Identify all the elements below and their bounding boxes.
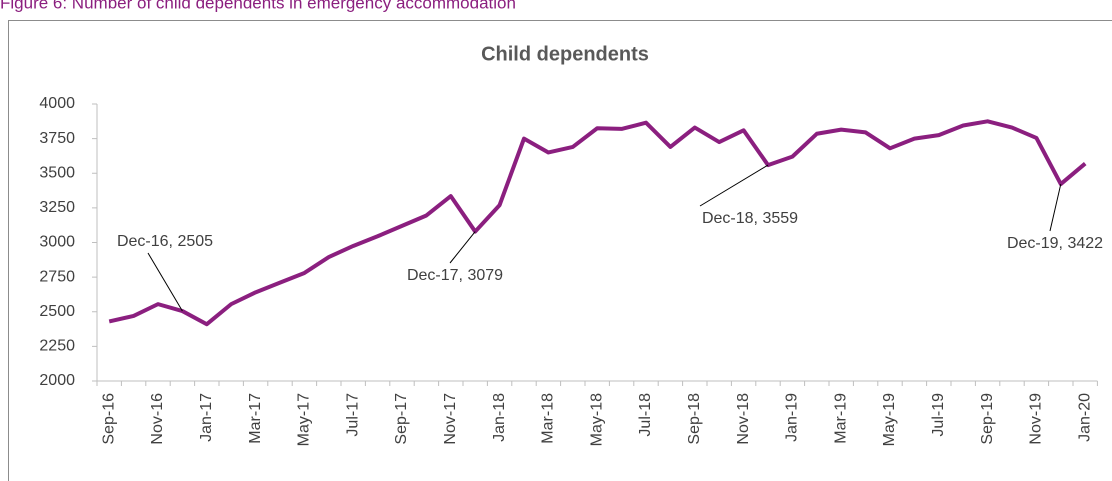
annotation: Dec-16, 2505 [117, 233, 213, 250]
annotation: Dec-18, 3559 [702, 210, 798, 227]
x-tick-label: Nov-16 [149, 393, 166, 445]
x-tick-label: May-17 [296, 393, 313, 446]
x-tick-label: Jul-19 [930, 393, 947, 437]
x-tick-label: Sep-17 [393, 393, 410, 445]
x-tick-label: May-19 [881, 393, 898, 446]
y-tick-label: 3000 [39, 234, 75, 251]
x-tick-label: Jan-17 [198, 393, 215, 442]
annotation: Dec-19, 3422 [1007, 235, 1103, 252]
y-tick-label: 3750 [39, 130, 75, 147]
x-tick-label: Sep-16 [100, 393, 117, 445]
annotation-leader [1049, 183, 1062, 232]
chart-frame [8, 20, 1112, 481]
x-tick-label: Mar-18 [540, 393, 557, 444]
annotation-leader [449, 231, 476, 264]
y-tick-label: 3500 [39, 164, 75, 181]
chart-title: Child dependents [481, 43, 649, 65]
data-line [108, 119, 1087, 327]
x-tick-label: Nov-18 [735, 393, 752, 445]
x-tick-label: Jul-17 [344, 393, 361, 437]
y-tick-label: 2500 [39, 303, 75, 320]
x-tick-label: Sep-19 [979, 393, 996, 445]
y-tick-label: 2250 [39, 338, 75, 355]
annotation-leader [699, 164, 769, 207]
y-tick-label: 4000 [39, 95, 75, 112]
x-tick-label: May-18 [588, 393, 605, 446]
y-tick-label: 2750 [39, 268, 75, 285]
annotation: Dec-17, 3079 [407, 267, 503, 284]
x-tick-label: Jul-18 [637, 393, 654, 437]
y-tick-label: 3250 [39, 199, 75, 216]
x-tick-label: Nov-17 [442, 393, 459, 445]
x-tick-label: Jan-18 [491, 393, 508, 442]
x-tick-label: Nov-19 [1028, 393, 1045, 445]
y-tick-label: 2000 [39, 372, 75, 389]
x-tick-label: Jan-19 [784, 393, 801, 442]
x-tick-label: Mar-19 [832, 393, 849, 444]
figure-caption: Figure 6: Number of child dependents in … [0, 0, 516, 12]
x-tick-label: Jan-20 [1076, 393, 1093, 442]
annotation-leader [147, 252, 183, 312]
x-tick-label: Mar-17 [247, 393, 264, 444]
x-tick-label: Sep-18 [686, 393, 703, 445]
